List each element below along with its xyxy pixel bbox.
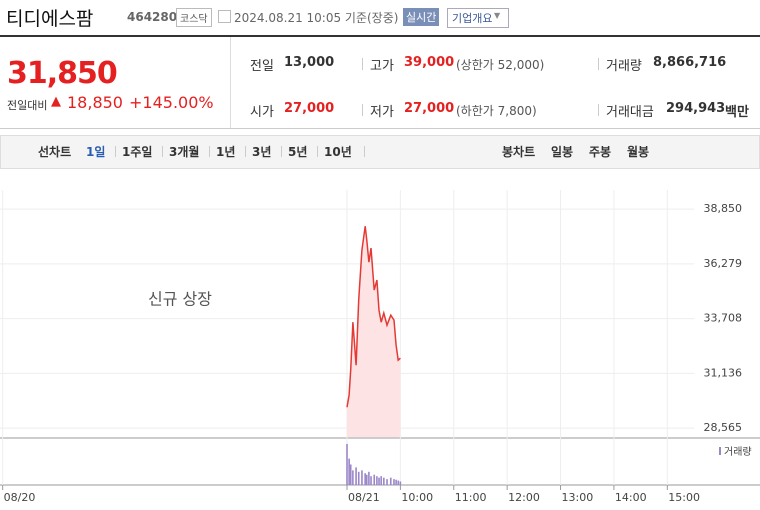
tab[interactable]: 1주일 bbox=[122, 145, 153, 159]
volume-bar bbox=[389, 477, 392, 485]
up-arrow: ▲ bbox=[51, 94, 61, 109]
tab[interactable]: 10년 bbox=[324, 145, 352, 159]
divider bbox=[362, 104, 363, 116]
x-tick-label: 08/21 bbox=[348, 491, 380, 504]
volume-bar bbox=[357, 471, 360, 485]
stat-unit: 백만 bbox=[725, 105, 749, 120]
y-tick-label: 33,708 bbox=[704, 312, 743, 325]
stat-value: 294,943 bbox=[666, 101, 726, 116]
change-label: 전일대비 bbox=[7, 99, 48, 112]
volume-bar bbox=[383, 477, 385, 485]
volume-bar bbox=[364, 473, 366, 485]
x-tick-label: 08/20 bbox=[4, 491, 36, 504]
volume-bar bbox=[370, 476, 372, 485]
calendar-icon bbox=[218, 10, 231, 23]
stat-label: 거래대금 bbox=[606, 105, 654, 120]
volume-bar bbox=[386, 479, 388, 485]
volume-bar bbox=[368, 471, 370, 485]
y-tick-label: 36,279 bbox=[704, 257, 743, 270]
stat-label: 저가 bbox=[370, 105, 394, 120]
volume-bar bbox=[349, 464, 352, 485]
stock-code: 464280 bbox=[127, 10, 178, 24]
tab-group-label: 선차트 bbox=[38, 145, 72, 159]
timestamp: 2024.08.21 10:05 기준(장중) bbox=[234, 11, 399, 25]
stock-name: 티디에스팜 bbox=[6, 8, 94, 30]
quote-rule bbox=[0, 128, 760, 129]
market-badge: 코스닥 bbox=[176, 8, 212, 27]
y-tick-label: 31,136 bbox=[704, 366, 743, 379]
price: 31,850 bbox=[7, 56, 118, 91]
stat-value: 27,000 bbox=[284, 101, 335, 116]
stat-label: 거래량 bbox=[606, 59, 642, 74]
stat-label: 전일 bbox=[250, 59, 274, 74]
stat-value: 13,000 bbox=[284, 55, 335, 70]
dropdown-arrow: ▼ bbox=[494, 11, 501, 20]
tab-divider bbox=[245, 146, 246, 157]
tab-group-label: 봉차트 bbox=[502, 145, 536, 159]
volume-bar bbox=[378, 477, 380, 485]
volume-bar bbox=[373, 474, 376, 485]
volume-bar bbox=[395, 479, 397, 485]
volume-bar bbox=[380, 476, 382, 485]
legend-swatch bbox=[719, 447, 721, 455]
stat-label: 시가 bbox=[250, 105, 274, 120]
volume-bar bbox=[397, 480, 400, 485]
price-panel bbox=[0, 37, 231, 128]
stat-label: 고가 bbox=[370, 59, 394, 74]
legend-label: 거래량 bbox=[724, 446, 752, 458]
tab-divider bbox=[317, 146, 318, 157]
volume-bar bbox=[399, 481, 402, 485]
tab[interactable]: 3개월 bbox=[169, 145, 200, 159]
divider bbox=[598, 104, 599, 116]
y-tick-label: 38,850 bbox=[704, 202, 743, 215]
tab[interactable]: 1일 bbox=[86, 145, 106, 159]
divider bbox=[362, 58, 363, 70]
x-tick-label: 15:00 bbox=[668, 491, 700, 504]
x-tick-label: 13:00 bbox=[562, 491, 594, 504]
volume-bar bbox=[352, 470, 354, 485]
volume-bar bbox=[361, 470, 363, 485]
tab[interactable]: 3년 bbox=[252, 145, 272, 159]
tab-bar bbox=[0, 135, 760, 169]
stat-value: 8,866,716 bbox=[653, 55, 727, 70]
stat-note: (하한가 7,800) bbox=[456, 104, 537, 118]
y-tick-label: 28,565 bbox=[704, 421, 743, 434]
tab-divider bbox=[162, 146, 163, 157]
price-area bbox=[347, 226, 401, 437]
tab[interactable]: 주봉 bbox=[589, 145, 612, 159]
volume-bar bbox=[346, 443, 348, 485]
tab-divider bbox=[115, 146, 116, 157]
divider bbox=[598, 58, 599, 70]
x-tick-label: 14:00 bbox=[615, 491, 647, 504]
tab-divider bbox=[281, 146, 282, 157]
stat-value: 27,000 bbox=[404, 101, 455, 116]
tab-divider bbox=[209, 146, 210, 157]
tab[interactable]: 일봉 bbox=[551, 145, 574, 159]
stat-note: (상한가 52,000) bbox=[456, 58, 545, 72]
tab[interactable]: 월봉 bbox=[627, 145, 650, 159]
realtime-button[interactable]: 실시간 bbox=[403, 8, 440, 26]
tab[interactable]: 1년 bbox=[216, 145, 236, 159]
x-tick-label: 10:00 bbox=[401, 491, 433, 504]
company-button[interactable]: 기업개요 bbox=[447, 8, 510, 28]
annotation: 신규 상장 bbox=[148, 290, 212, 309]
volume-bar bbox=[355, 467, 357, 485]
tab[interactable]: 5년 bbox=[288, 145, 308, 159]
price-line bbox=[346, 226, 401, 408]
header-rule bbox=[0, 35, 760, 37]
tab-divider bbox=[364, 146, 365, 157]
change: 18,850 bbox=[67, 93, 123, 112]
volume-bar bbox=[348, 458, 350, 485]
volume-bar bbox=[376, 476, 378, 485]
x-tick-label: 12:00 bbox=[508, 491, 540, 504]
volume-bar bbox=[365, 474, 368, 485]
stat-value: 39,000 bbox=[404, 55, 455, 70]
x-tick-label: 11:00 bbox=[455, 491, 487, 504]
volume-bar bbox=[393, 479, 395, 485]
change-rate: +145.00% bbox=[129, 93, 214, 112]
